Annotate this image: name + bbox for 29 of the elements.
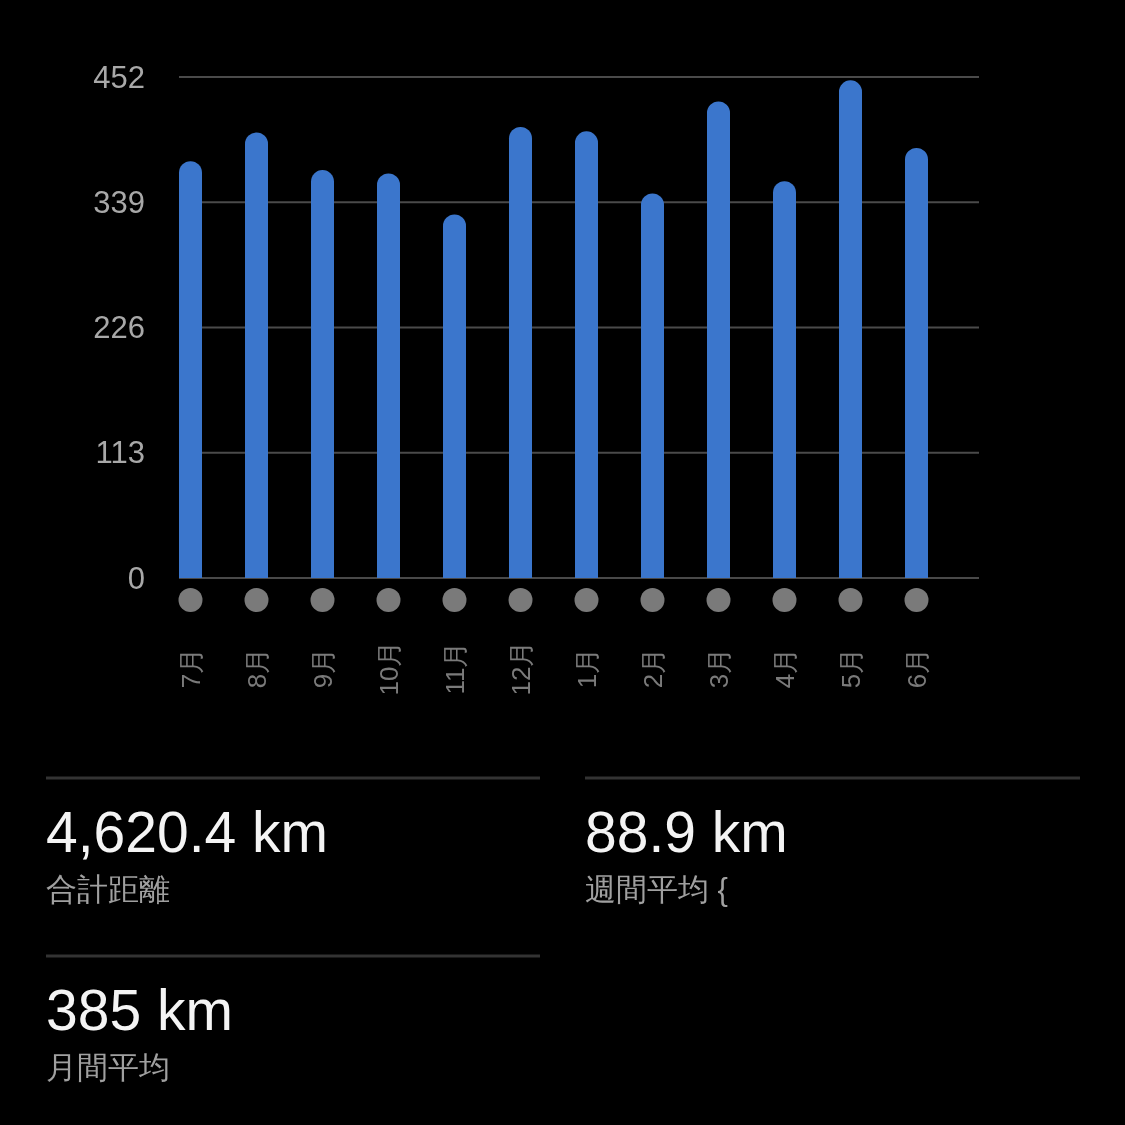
x-tick-label: 7月	[175, 647, 206, 689]
bar	[641, 193, 664, 578]
bar	[443, 214, 466, 578]
bar	[773, 181, 796, 578]
x-tick-label: 2月	[637, 647, 668, 689]
bar	[245, 132, 268, 578]
x-tick-label: 12月	[505, 640, 536, 696]
x-tick-label: 5月	[835, 647, 866, 689]
bar	[311, 170, 334, 578]
x-tick-label: 4月	[769, 647, 800, 689]
bar	[839, 80, 862, 578]
bar	[707, 101, 730, 578]
y-tick-label: 113	[95, 435, 145, 471]
bar	[905, 147, 928, 578]
bar	[179, 161, 202, 578]
x-tick-label: 9月	[307, 647, 338, 689]
x-tick-label: 1月	[571, 647, 602, 689]
bar	[575, 131, 598, 578]
x-tick-label: 3月	[703, 647, 734, 689]
y-tick-label: 0	[127, 560, 145, 596]
x-tick-label: 10月	[373, 640, 404, 696]
y-tick-label: 452	[93, 59, 145, 95]
bar	[377, 173, 400, 578]
x-tick-label: 6月	[901, 647, 932, 689]
bar	[509, 126, 532, 578]
x-tick-label: 8月	[241, 647, 272, 689]
y-tick-label: 226	[93, 310, 145, 345]
y-tick-label: 339	[93, 184, 145, 220]
x-tick-label: 11月	[439, 641, 470, 695]
